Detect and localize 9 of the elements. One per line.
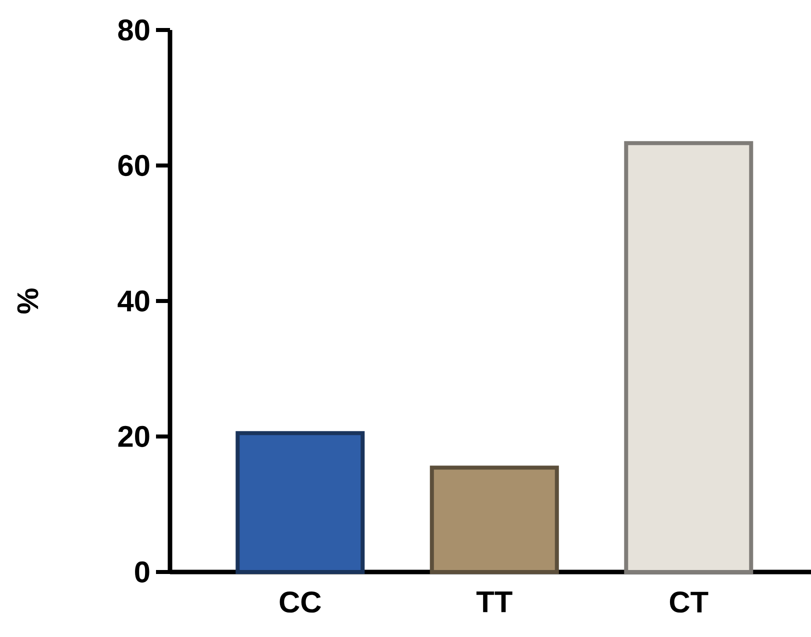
y-tick-label: 60 xyxy=(118,154,150,176)
y-tick-label: 40 xyxy=(118,290,150,312)
y-tick-label: 20 xyxy=(118,426,150,448)
y-tick-label: 80 xyxy=(118,19,150,41)
x-tick-label: CT xyxy=(670,592,708,613)
x-tick-label: CC xyxy=(280,592,321,613)
x-tick-label: TT xyxy=(476,592,512,612)
y-axis-title: % xyxy=(17,288,38,314)
y-tick-label: 0 xyxy=(135,561,150,583)
